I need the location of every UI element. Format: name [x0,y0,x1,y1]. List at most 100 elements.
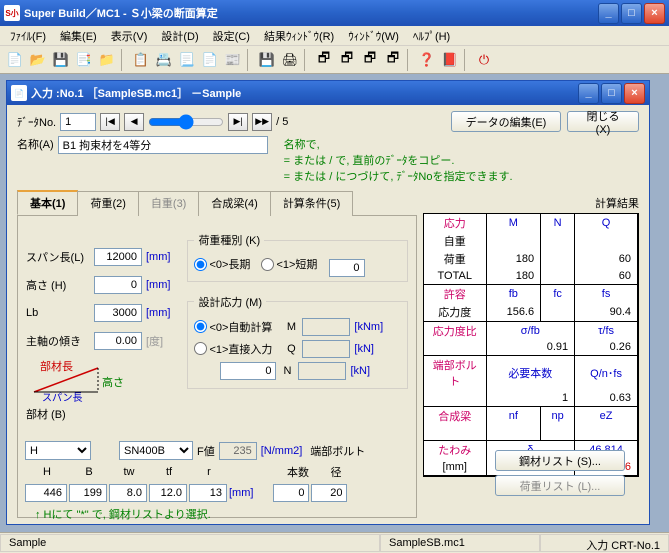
n0-input[interactable] [220,362,276,380]
win4-icon[interactable]: 🗗 [382,49,404,71]
m-input [302,318,350,336]
next-button[interactable]: ▶| [228,113,248,131]
tilt-label: 主軸の傾き [26,333,90,349]
data-no-label: ﾃﾞｰﾀNo. [17,114,56,130]
hint-line2: = または / で, 直前のﾃﾞｰﾀをコピー. [284,152,513,168]
win3-icon[interactable]: 🗗 [359,49,381,71]
app-title: Super Build／MC1 - Ｓ小梁の断面算定 [24,5,218,21]
status-mid: SampleSB.mc1 [380,534,540,552]
menu-design[interactable]: 設計(D) [155,26,204,46]
app-icon: S小 [4,5,20,21]
lb-input[interactable] [94,304,142,322]
shape-select[interactable]: H [25,441,91,460]
doc3-icon[interactable]: 📃 [176,49,198,71]
load-val-input[interactable] [329,259,365,277]
open-icon[interactable]: 📂 [27,49,49,71]
data-no-input[interactable] [60,113,96,131]
menu-view[interactable]: 表示(V) [105,26,154,46]
win2-icon[interactable]: 🗗 [336,49,358,71]
child-min-button[interactable]: _ [578,83,599,104]
win1-icon[interactable]: 🗗 [313,49,335,71]
close-button[interactable]: × [644,3,665,24]
bolt-n-input[interactable] [273,484,309,502]
menu-result[interactable]: 結果ｳｨﾝﾄﾞｳ(R) [258,26,340,46]
doc2-icon[interactable]: 📇 [153,49,175,71]
data-total: / 5 [276,116,288,128]
tab-composite[interactable]: 合成梁(4) [198,191,270,216]
bolt-d-input[interactable] [311,484,347,502]
span-unit: [mm] [146,251,170,263]
load-long-radio[interactable]: <0>長期 [194,256,250,272]
status-bar: Sample SampleSB.mc1 入力 CRT-No.1 [0,532,669,552]
f-unit: [N/mm2] [261,445,303,457]
tw-input[interactable] [109,484,147,502]
child-close-button[interactable]: × [624,83,645,104]
load-list-button[interactable]: 荷重リスト (L)... [495,475,625,496]
auto-calc-radio[interactable]: <0>自動計算 [194,319,272,335]
tab-load[interactable]: 荷重(2) [77,191,138,216]
load-short-radio[interactable]: <1>短期 [261,256,317,272]
steel-select[interactable]: SN400B [119,441,193,460]
height-input[interactable] [94,276,142,294]
direct-input-radio[interactable]: <1>直接入力 [194,341,272,357]
saveall-icon[interactable]: 📑 [73,49,95,71]
member-label: 部材 (B) [26,406,179,422]
menu-edit[interactable]: 編集(E) [54,26,103,46]
tab-basic[interactable]: 基本(1) [17,190,78,215]
result-table: 応力MNQ自重荷重18060TOTAL18060許容fbfcfs応力度156.6… [423,213,639,477]
menu-settings[interactable]: 設定(C) [207,26,256,46]
data-slider[interactable] [148,114,224,130]
tab-selfweight[interactable]: 自重(3) [138,191,199,216]
child-window: 📄 入力 :No.1 ［SampleSB.mc1］ －Sample _ □ × … [6,80,650,525]
n-input [298,362,346,380]
minimize-button[interactable]: _ [598,3,619,24]
h-input[interactable] [25,484,67,502]
tilt-input[interactable] [94,332,142,350]
doc5-icon[interactable]: 📰 [222,49,244,71]
doc1-icon[interactable]: 📋 [130,49,152,71]
status-left: Sample [0,534,380,552]
save2-icon[interactable]: 💾 [256,49,278,71]
tf-input[interactable] [149,484,187,502]
menu-help[interactable]: ﾍﾙﾌﾟ(H) [407,26,456,46]
span-input[interactable] [94,248,142,266]
child-icon: 📄 [11,85,27,101]
height-unit: [mm] [146,279,170,291]
book-icon[interactable]: 📕 [439,49,461,71]
hint-line3: = または / につづけて, ﾃﾞｰﾀNoを指定できます. [284,168,513,184]
f-input [219,442,257,460]
tab-calc[interactable]: 計算条件(5) [270,191,353,216]
exit-icon[interactable]: ⏻ [473,49,495,71]
menu-window[interactable]: ｳｨﾝﾄﾞｳ(W) [342,26,405,46]
load-kind-label: 荷重種別 (K) [194,232,264,248]
steel-note: ↑ Hにて "*" で, 鋼材リストより選択. [35,506,417,522]
doc4-icon[interactable]: 📄 [199,49,221,71]
first-button[interactable]: |◀ [100,113,120,131]
help-icon[interactable]: ❓ [416,49,438,71]
child-max-button[interactable]: □ [601,83,622,104]
member-diagram: 部材長 高さ スパン長 [26,360,126,400]
r-input[interactable] [189,484,227,502]
q-input [302,340,350,358]
f-label: F値 [197,443,215,459]
menu-bar: ﾌｧｲﾙ(F) 編集(E) 表示(V) 設計(D) 設定(C) 結果ｳｨﾝﾄﾞｳ… [0,26,669,46]
menu-file[interactable]: ﾌｧｲﾙ(F) [4,26,52,46]
folder-icon[interactable]: 📁 [96,49,118,71]
prev-button[interactable]: ◀ [124,113,144,131]
hint-line1: 名称で, [284,136,513,152]
print-icon[interactable]: 🖨 [279,49,301,71]
result-title: 計算結果 [595,195,639,211]
steel-list-button[interactable]: 鋼材リスト (S)... [495,450,625,471]
new-icon[interactable]: 📄 [4,49,26,71]
last-button[interactable]: ▶▶ [252,113,272,131]
b-input[interactable] [69,484,107,502]
endbolt-label: 端部ボルト [310,443,365,459]
maximize-button[interactable]: □ [621,3,642,24]
close-child-button[interactable]: 閉じる (X) [567,111,639,132]
child-title: 入力 :No.1 ［SampleSB.mc1］ －Sample [31,85,241,101]
lb-unit: [mm] [146,307,170,319]
save-icon[interactable]: 💾 [50,49,72,71]
edit-data-button[interactable]: データの編集(E) [451,111,561,132]
name-input[interactable] [58,136,268,154]
tilt-unit: [度] [146,333,163,349]
